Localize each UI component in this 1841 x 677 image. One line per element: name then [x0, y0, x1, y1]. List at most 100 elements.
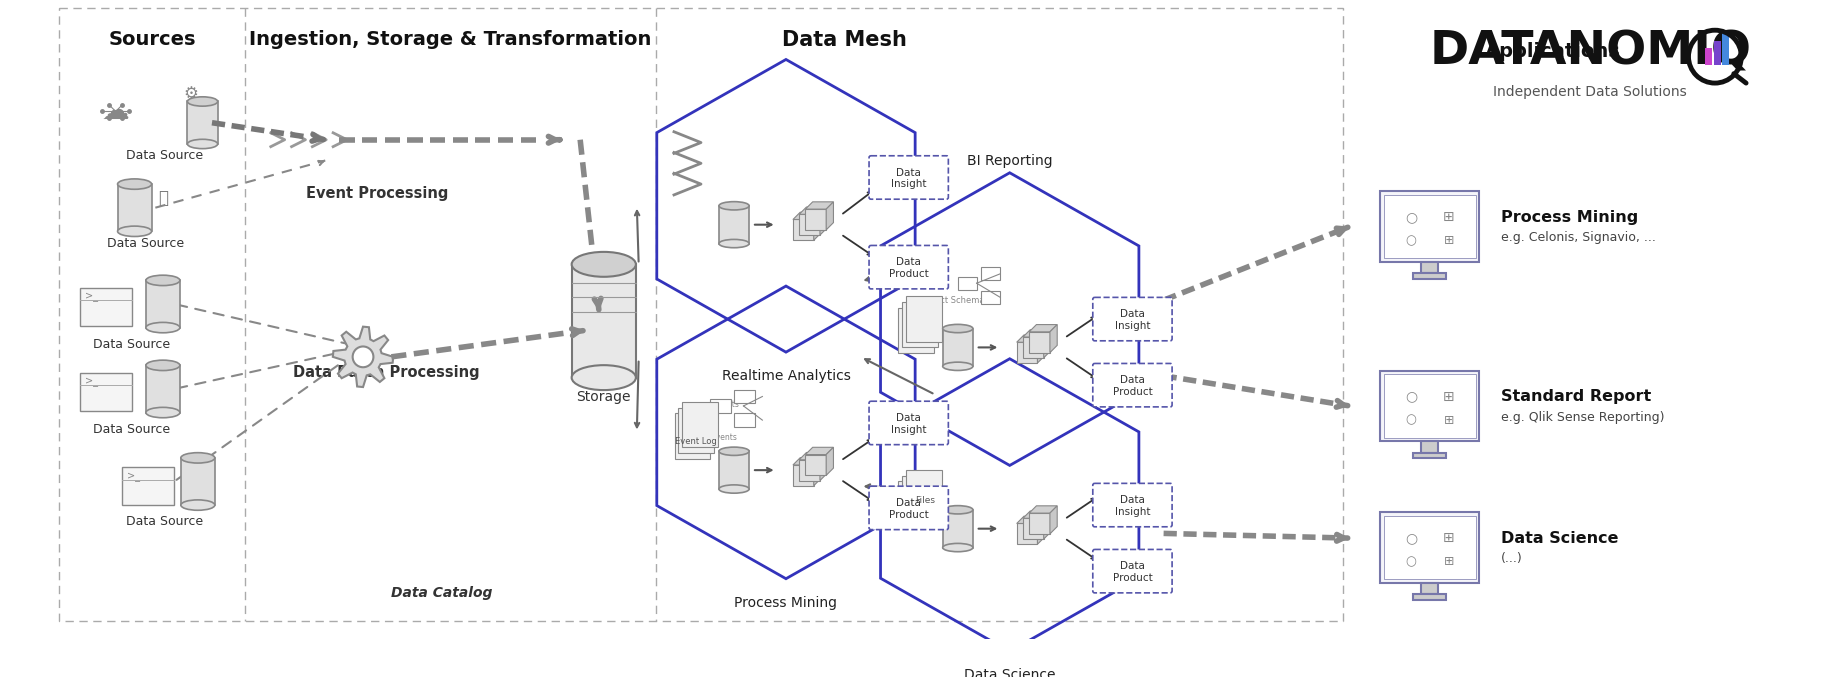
Text: ⊞: ⊞ — [1443, 531, 1454, 545]
FancyBboxPatch shape — [869, 156, 948, 199]
Text: Events: Events — [712, 433, 738, 441]
FancyBboxPatch shape — [805, 454, 827, 475]
FancyBboxPatch shape — [79, 288, 133, 326]
Text: Insight: Insight — [1114, 506, 1151, 517]
Text: ○: ○ — [1405, 531, 1418, 545]
Polygon shape — [827, 447, 834, 475]
Text: >_: >_ — [127, 472, 140, 482]
Polygon shape — [814, 458, 821, 485]
Text: Standard Report: Standard Report — [1500, 389, 1651, 404]
FancyBboxPatch shape — [898, 308, 933, 353]
Text: DATANOMIQ: DATANOMIQ — [1429, 29, 1751, 74]
FancyBboxPatch shape — [1414, 453, 1447, 458]
FancyBboxPatch shape — [1705, 48, 1712, 65]
Text: Data: Data — [1119, 496, 1145, 505]
Text: Objects: Objects — [711, 399, 738, 408]
FancyBboxPatch shape — [902, 302, 937, 347]
FancyBboxPatch shape — [674, 414, 711, 459]
Polygon shape — [1016, 335, 1044, 342]
Ellipse shape — [573, 365, 635, 390]
FancyBboxPatch shape — [1381, 512, 1480, 583]
FancyBboxPatch shape — [805, 209, 827, 230]
Text: Data Catalog: Data Catalog — [392, 586, 493, 600]
FancyBboxPatch shape — [869, 246, 948, 289]
Text: Event Processing: Event Processing — [306, 186, 449, 201]
Text: ⊞: ⊞ — [1443, 389, 1454, 403]
Polygon shape — [1029, 506, 1057, 513]
FancyBboxPatch shape — [1384, 516, 1476, 580]
Text: e.g. Qlik Sense Reporting): e.g. Qlik Sense Reporting) — [1500, 411, 1664, 424]
Text: Sources: Sources — [109, 30, 195, 49]
Text: ⚙: ⚙ — [184, 85, 199, 104]
Polygon shape — [1049, 506, 1057, 534]
FancyBboxPatch shape — [711, 399, 731, 412]
Text: Process Mining: Process Mining — [1500, 210, 1638, 225]
Text: ⊞: ⊞ — [1443, 414, 1454, 427]
Text: Product: Product — [1112, 573, 1152, 583]
FancyBboxPatch shape — [869, 486, 948, 529]
Polygon shape — [333, 326, 394, 387]
Text: Data Source: Data Source — [94, 423, 171, 436]
FancyBboxPatch shape — [1384, 195, 1476, 258]
FancyBboxPatch shape — [188, 102, 217, 144]
Ellipse shape — [720, 447, 749, 456]
FancyBboxPatch shape — [793, 219, 814, 240]
FancyBboxPatch shape — [1421, 583, 1438, 594]
Polygon shape — [793, 458, 821, 465]
FancyBboxPatch shape — [981, 267, 1000, 280]
Ellipse shape — [118, 226, 151, 236]
Circle shape — [353, 347, 374, 367]
FancyBboxPatch shape — [1024, 519, 1044, 539]
FancyBboxPatch shape — [720, 206, 749, 244]
FancyBboxPatch shape — [793, 465, 814, 485]
Text: Product: Product — [1112, 387, 1152, 397]
FancyBboxPatch shape — [943, 510, 972, 548]
FancyBboxPatch shape — [1384, 374, 1476, 437]
FancyBboxPatch shape — [1016, 523, 1038, 544]
FancyBboxPatch shape — [981, 290, 1000, 304]
Polygon shape — [1024, 330, 1051, 337]
Polygon shape — [805, 202, 834, 209]
Text: Event Log: Event Log — [676, 437, 718, 446]
FancyBboxPatch shape — [1094, 550, 1173, 593]
Polygon shape — [1049, 324, 1057, 353]
Text: Data Batch Processing: Data Batch Processing — [293, 366, 481, 380]
Text: Data Source: Data Source — [94, 338, 171, 351]
Text: Data: Data — [897, 413, 920, 423]
Text: Data Source: Data Source — [107, 237, 184, 250]
FancyBboxPatch shape — [1024, 337, 1044, 358]
Text: Data: Data — [1119, 309, 1145, 320]
Text: Fact Schema: Fact Schema — [932, 296, 985, 305]
FancyBboxPatch shape — [573, 264, 635, 378]
Text: Data: Data — [897, 498, 920, 508]
Polygon shape — [827, 202, 834, 230]
Ellipse shape — [145, 360, 180, 370]
Polygon shape — [805, 447, 834, 454]
Text: Realtime Analytics: Realtime Analytics — [722, 369, 851, 383]
FancyBboxPatch shape — [1016, 342, 1038, 363]
Ellipse shape — [943, 544, 972, 552]
FancyBboxPatch shape — [683, 402, 718, 447]
FancyBboxPatch shape — [799, 460, 819, 481]
FancyBboxPatch shape — [735, 414, 755, 427]
Ellipse shape — [180, 500, 215, 510]
Text: >_: >_ — [85, 292, 98, 303]
Text: Process Mining: Process Mining — [735, 596, 838, 610]
Polygon shape — [1024, 511, 1051, 519]
Polygon shape — [814, 212, 821, 240]
Polygon shape — [1029, 324, 1057, 332]
Ellipse shape — [720, 485, 749, 493]
FancyBboxPatch shape — [906, 470, 943, 515]
FancyBboxPatch shape — [1029, 332, 1049, 353]
Text: ○: ○ — [1405, 234, 1416, 247]
Text: ☁: ☁ — [101, 97, 129, 125]
Text: Insight: Insight — [891, 424, 926, 435]
FancyBboxPatch shape — [79, 373, 133, 411]
FancyBboxPatch shape — [943, 328, 972, 366]
Ellipse shape — [573, 252, 635, 277]
Ellipse shape — [720, 240, 749, 248]
Ellipse shape — [943, 362, 972, 370]
FancyBboxPatch shape — [869, 401, 948, 445]
Text: Data: Data — [1119, 561, 1145, 571]
FancyBboxPatch shape — [720, 452, 749, 489]
